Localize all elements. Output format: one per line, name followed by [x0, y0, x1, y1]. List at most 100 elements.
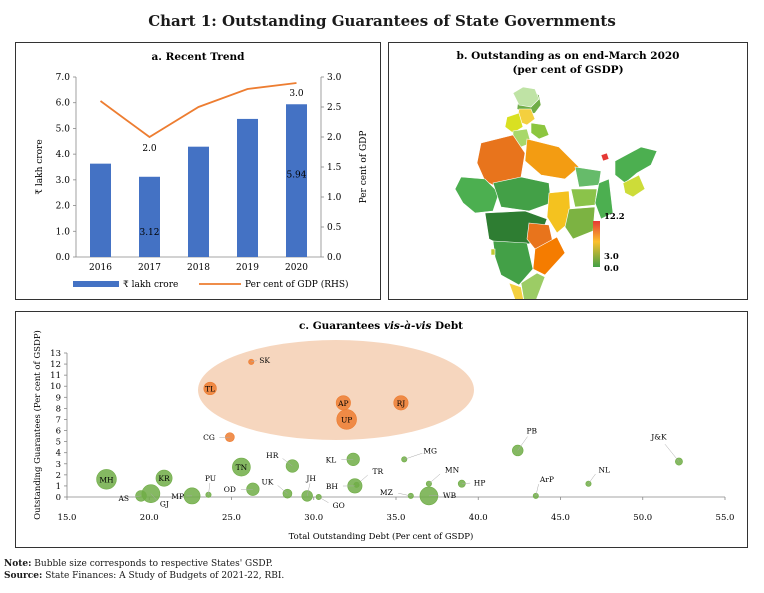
- y-right-tick-label: 2.0: [327, 133, 342, 143]
- chart-c-title-italic: vis-à-vis: [384, 320, 432, 332]
- x-tick-label: 35.0: [387, 513, 406, 523]
- bubble-label: ArP: [539, 475, 554, 484]
- bubble-label: HR: [266, 451, 279, 460]
- label-leader: [588, 473, 596, 484]
- bar-2016: [90, 163, 111, 257]
- map-region-gj: [454, 176, 500, 214]
- x-axis-label: Total Outstanding Debt (Per cent of GSDP…: [289, 531, 474, 542]
- chart-c-title-suffix: Debt: [431, 320, 463, 332]
- bubble-tn: [232, 457, 251, 477]
- map-region-ne-south: [622, 174, 646, 198]
- y-right-tick-label: 2.5: [327, 103, 342, 113]
- x-tick-label: 15.0: [58, 513, 77, 523]
- legend-min: 0.0: [604, 264, 619, 274]
- bubble-label: OD: [224, 485, 236, 494]
- map-region-kl: [508, 282, 524, 299]
- y-axis-right-label: Per cent of GDP: [359, 131, 369, 204]
- map-title: b. Outstanding as on end-March 2020: [457, 50, 680, 62]
- bubble-label: PB: [526, 426, 537, 435]
- map-region-od: [564, 206, 596, 240]
- annotation-2020-value: 5.94: [286, 170, 306, 180]
- bubble-label: UK: [261, 478, 273, 487]
- legend-line-label: Per cent of GDP (RHS): [245, 279, 349, 290]
- bar-2017: [139, 176, 160, 257]
- y-tick-label: 13: [50, 349, 61, 359]
- note-line: Note: Bubble size corresponds to respect…: [4, 559, 273, 569]
- bubble-label: GO: [333, 501, 345, 510]
- x-tick-label: 55.0: [716, 513, 735, 523]
- bubble-label: JH: [305, 474, 316, 483]
- bubble-label: WB: [443, 491, 457, 500]
- y-tick-label: 1.0: [56, 227, 71, 237]
- bubble-label: MH: [99, 475, 114, 484]
- label-leader: [251, 360, 257, 363]
- bubble-up: [336, 409, 357, 430]
- y-right-tick-label: 1.5: [327, 163, 342, 173]
- source-line: Source: State Finances: A Study of Budge…: [4, 571, 285, 581]
- map-legend: 12.2 3.0 0.0: [593, 212, 625, 274]
- label-leader: [517, 436, 528, 451]
- y-tick-label: 10: [50, 382, 61, 392]
- chart-c-title: c. Guarantees vis-à-vis Debt: [299, 320, 463, 332]
- map-region-go: [490, 248, 496, 256]
- x-tick-label: 20.0: [140, 513, 159, 523]
- bubble-label: UP: [341, 415, 352, 424]
- legend-gradient-bar: [593, 221, 600, 267]
- bubble-kr: [155, 469, 173, 487]
- map-subtitle: (per cent of GSDP): [512, 64, 623, 76]
- y-tick-label: 0.0: [56, 253, 71, 263]
- x-tick-label: 2018: [187, 263, 210, 273]
- label-leader: [318, 496, 329, 503]
- panel-guarantees-vs-debt: c. Guarantees vis-à-vis Debt 15.0 20.0 25.0…: [15, 311, 748, 548]
- map-region-up: [524, 138, 580, 180]
- y-tick-label: 2: [56, 471, 61, 481]
- y-tick-label: 5.0: [56, 124, 71, 134]
- y-tick-label: 7.0: [56, 73, 71, 83]
- y-tick-label: 5: [56, 438, 61, 448]
- map-region-kr: [492, 240, 534, 286]
- y-axis-label: ₹ lakh crore: [35, 139, 45, 194]
- bubble-label: SK: [259, 356, 270, 365]
- bubble-uk: [282, 488, 293, 499]
- bubble-label: TL: [205, 384, 215, 393]
- label-leader: [398, 492, 411, 497]
- x-tick-label: 2017: [138, 263, 161, 273]
- annotation-2017-value: 3.12: [139, 228, 159, 238]
- bubble-label: KL: [326, 455, 337, 464]
- bubble-label: CG: [203, 433, 215, 442]
- bubble-label: BH: [326, 482, 339, 491]
- map-region-jk: [512, 86, 540, 108]
- label-leader: [664, 443, 680, 462]
- map-region-ne: [614, 146, 658, 184]
- bubble-label: MG: [423, 446, 437, 455]
- bubble-label: MN: [445, 466, 460, 475]
- label-leader: [277, 485, 288, 494]
- bubble-sk: [248, 358, 255, 365]
- bubble-label: AS: [117, 494, 129, 503]
- y-right-tick-label: 0.0: [327, 253, 342, 263]
- label-leader: [535, 484, 539, 496]
- y-tick-label: 8: [56, 404, 61, 414]
- annotation-2020-pct: 3.0: [289, 89, 304, 99]
- label-leader: [282, 458, 293, 467]
- label-leader: [461, 482, 471, 484]
- y-tick-label: 6.0: [56, 99, 71, 109]
- label-leader: [428, 473, 441, 484]
- label-leader: [306, 483, 311, 496]
- y-tick-label: 4: [56, 449, 61, 459]
- bubble-mg: [401, 456, 408, 463]
- map-region-sk: [600, 152, 610, 162]
- bubble-label: MP: [171, 492, 184, 501]
- label-leader: [208, 482, 211, 495]
- x-tick-label: 40.0: [469, 513, 488, 523]
- y-tick-label: 12: [50, 360, 61, 370]
- map-region-bh: [574, 166, 602, 188]
- india-map-shape: [454, 86, 658, 299]
- bubble-label: J&K: [650, 433, 667, 442]
- y-tick-label: 4.0: [56, 150, 71, 160]
- map-region-tn: [520, 272, 546, 299]
- bubble-label: KR: [158, 474, 170, 483]
- y-tick-label: 3: [56, 460, 61, 470]
- legend-mid: 3.0: [604, 252, 619, 262]
- map-region-mp: [492, 176, 552, 212]
